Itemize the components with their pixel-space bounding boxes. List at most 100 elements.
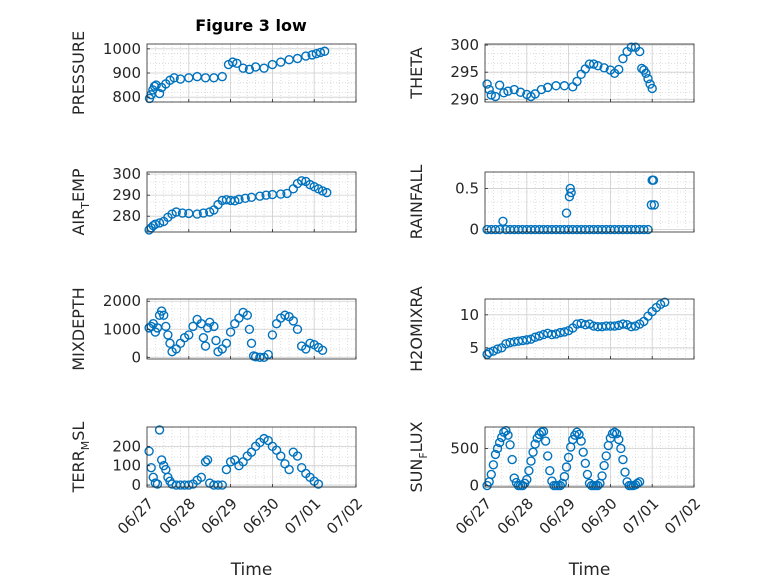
- y-tick-label: 2000: [103, 292, 141, 310]
- y-axis-label: TERRMSL: [69, 422, 92, 494]
- data-point: [492, 443, 503, 454]
- data-point: [188, 321, 198, 332]
- data-point: [217, 480, 227, 490]
- y-tick-label: 800: [112, 88, 141, 106]
- x-tick-label: 06/29: [198, 495, 241, 538]
- data-point: [317, 186, 328, 196]
- data-point: [151, 80, 161, 90]
- x-tick-label: 07/02: [661, 495, 704, 538]
- data-point: [534, 331, 545, 341]
- data-point: [497, 432, 507, 443]
- data-point: [647, 83, 657, 94]
- data-point: [161, 321, 171, 332]
- data-point: [648, 175, 659, 185]
- y-tick-label: 295: [450, 63, 479, 81]
- data-point: [545, 466, 555, 476]
- data-point: [486, 90, 496, 100]
- data-point: [609, 321, 620, 331]
- data-point: [503, 86, 513, 96]
- data-point: [154, 218, 165, 228]
- data-point: [522, 335, 532, 345]
- y-axis-label-main: MIXDEPTH: [69, 287, 88, 370]
- data-point: [536, 84, 547, 95]
- data-point: [618, 53, 628, 64]
- data-point: [301, 51, 311, 61]
- data-point: [490, 224, 501, 235]
- data-point: [184, 480, 194, 490]
- data-point: [618, 454, 628, 465]
- data-point: [311, 48, 321, 59]
- data-point: [322, 187, 332, 198]
- data-point: [572, 427, 582, 437]
- data-point: [196, 472, 207, 483]
- data-point: [626, 321, 636, 332]
- data-point: [490, 449, 501, 460]
- data-point: [620, 467, 630, 477]
- data-point: [240, 193, 250, 204]
- x-tick-label: 06/27: [452, 495, 495, 538]
- data-point: [574, 429, 584, 440]
- data-point: [238, 63, 248, 73]
- data-point: [643, 73, 653, 84]
- y-axis-label-tail: EMP: [69, 168, 88, 202]
- data-point: [599, 460, 609, 471]
- data-point: [614, 434, 624, 445]
- axes-frame: [484, 426, 695, 488]
- data-point: [267, 59, 278, 70]
- data-point: [221, 464, 232, 475]
- data-point: [276, 57, 286, 67]
- data-point: [261, 190, 271, 200]
- y-axis-label: H2OMIXRA: [407, 286, 426, 372]
- y-axis-label-main: SUN: [407, 459, 426, 493]
- data-point: [227, 57, 238, 67]
- data-point: [499, 88, 509, 98]
- data-point: [225, 327, 236, 337]
- data-point: [163, 330, 173, 340]
- y-axis-label-tail: LUX: [407, 421, 426, 452]
- data-point: [561, 462, 572, 472]
- data-point: [177, 208, 188, 218]
- data-point: [184, 330, 194, 340]
- y-axis-label: MIXDEPTH: [69, 287, 88, 370]
- data-point: [509, 473, 519, 483]
- y-tick-label: 0: [469, 221, 479, 239]
- data-point: [507, 454, 517, 465]
- data-point: [276, 189, 286, 199]
- y-axis-label: SUNFLUX: [407, 421, 430, 492]
- data-point: [555, 327, 565, 338]
- data-point: [547, 329, 557, 340]
- data-point: [576, 436, 586, 446]
- data-point: [530, 332, 540, 342]
- data-point: [634, 46, 645, 57]
- subplot-rainfall: 0 0.5 RAINFALL: [407, 165, 695, 240]
- data-point: [150, 219, 161, 229]
- y-axis-label-main: PRESSURE: [69, 31, 88, 115]
- data-point: [607, 428, 618, 439]
- data-point: [242, 310, 253, 320]
- figure-title: Figure 3 low: [195, 16, 307, 35]
- data-point: [503, 430, 513, 440]
- y-axis-label: RAINFALL: [407, 165, 426, 240]
- data-point: [267, 330, 278, 340]
- subplot-air_temp: 280 290 300 AIRTEMP: [69, 165, 357, 236]
- data-point: [319, 46, 330, 56]
- data-point: [280, 310, 290, 320]
- data-point: [209, 321, 219, 332]
- axes-frame: [146, 426, 357, 488]
- data-point: [563, 452, 574, 463]
- data-point: [152, 479, 163, 489]
- y-tick-label: 0: [131, 476, 141, 494]
- data-point: [202, 455, 213, 465]
- data-point: [565, 183, 575, 194]
- y-tick-label: 1000: [103, 320, 141, 338]
- data-point: [307, 50, 317, 60]
- data-point: [263, 349, 273, 360]
- data-point: [488, 460, 499, 470]
- data-point: [169, 73, 179, 83]
- axes-frame: [484, 171, 695, 233]
- x-tick-label: 06/28: [494, 495, 537, 538]
- y-axis-label-tail: SL: [69, 422, 88, 441]
- data-point: [292, 324, 303, 334]
- y-axis-label: AIRTEMP: [69, 168, 92, 235]
